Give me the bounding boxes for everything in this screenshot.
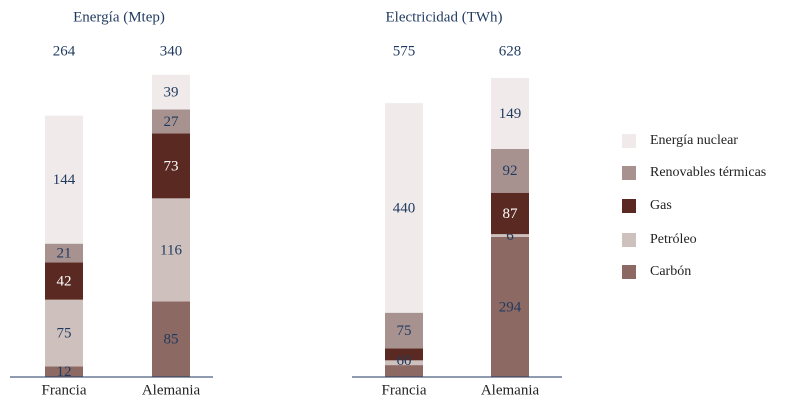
data-label: 6 bbox=[506, 228, 514, 244]
legend-swatch bbox=[622, 265, 636, 279]
legend-label: Petróleo bbox=[650, 232, 697, 247]
bar-segment bbox=[385, 312, 423, 349]
bar-segment bbox=[491, 234, 529, 237]
bar-segment bbox=[491, 148, 529, 193]
bar-segment bbox=[385, 360, 423, 366]
x-tick-label: Alemania bbox=[481, 382, 540, 398]
legend-swatch bbox=[622, 134, 636, 148]
data-label: 85 bbox=[164, 332, 179, 348]
data-label: 27 bbox=[164, 114, 180, 130]
bar-segment bbox=[152, 133, 190, 199]
data-label: 144 bbox=[53, 172, 76, 188]
data-label: 440 bbox=[393, 200, 416, 216]
bar-segment bbox=[45, 299, 83, 367]
data-label: 21 bbox=[57, 245, 72, 261]
total-label: 264 bbox=[53, 43, 76, 59]
bar-segment bbox=[45, 366, 83, 377]
data-label: 294 bbox=[499, 299, 522, 315]
bar-segment bbox=[45, 115, 83, 244]
x-tick-label: Alemania bbox=[142, 382, 201, 398]
group-label: 60 bbox=[397, 353, 412, 369]
data-label: 75 bbox=[397, 323, 412, 339]
bar-segment bbox=[45, 243, 83, 263]
bar-segment bbox=[385, 348, 423, 361]
data-label: 73 bbox=[164, 158, 179, 174]
data-label: 87 bbox=[503, 206, 519, 222]
bar-segment bbox=[45, 262, 83, 300]
total-label: 575 bbox=[393, 43, 416, 59]
legend-swatch bbox=[622, 166, 636, 180]
legend-swatch bbox=[622, 233, 636, 247]
data-label: 116 bbox=[160, 242, 182, 258]
bar-segment bbox=[152, 74, 190, 110]
bar-segment bbox=[491, 77, 529, 149]
legend-label: Renovables térmicas bbox=[650, 165, 766, 180]
data-label: 12 bbox=[57, 364, 72, 380]
data-label: 92 bbox=[503, 163, 518, 179]
bar-segment bbox=[152, 198, 190, 302]
legend-label: Energía nuclear bbox=[650, 133, 738, 148]
data-label: 39 bbox=[164, 85, 179, 101]
x-tick-label: Francia bbox=[382, 382, 427, 398]
bar-segment bbox=[152, 301, 190, 377]
bar-segment bbox=[385, 365, 423, 377]
data-label: 149 bbox=[499, 106, 522, 122]
chart-title: Energía (Mtep) bbox=[73, 9, 165, 25]
bar-segment bbox=[152, 109, 190, 134]
x-tick-label: Francia bbox=[42, 382, 87, 398]
total-label: 628 bbox=[499, 43, 522, 59]
legend-label: Carbón bbox=[650, 264, 691, 279]
legend-swatch bbox=[622, 199, 636, 213]
legend-label: Gas bbox=[650, 198, 672, 213]
data-label: 42 bbox=[57, 273, 72, 289]
bar-segment bbox=[491, 192, 529, 235]
total-label: 340 bbox=[160, 43, 183, 59]
bar-segment bbox=[491, 237, 529, 377]
data-label: 75 bbox=[57, 325, 72, 341]
chart-title: Electricidad (TWh) bbox=[385, 9, 502, 25]
bar-segment bbox=[385, 103, 423, 313]
